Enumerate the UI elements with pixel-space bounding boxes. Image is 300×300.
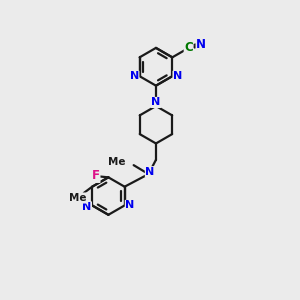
Text: N: N [196, 38, 206, 51]
Text: Me: Me [108, 157, 125, 166]
Text: N: N [151, 98, 160, 107]
Text: C: C [184, 41, 193, 54]
Text: N: N [125, 200, 135, 210]
Text: N: N [173, 71, 182, 81]
Text: N: N [82, 202, 92, 212]
Text: Me: Me [69, 193, 87, 203]
Text: N: N [146, 167, 154, 177]
Text: N: N [130, 71, 139, 81]
Text: F: F [92, 169, 100, 182]
